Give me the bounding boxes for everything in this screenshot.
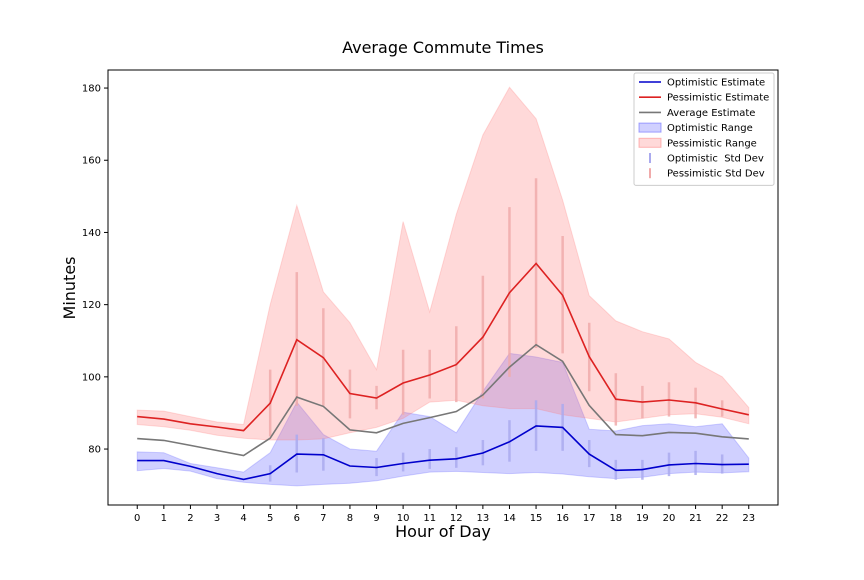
legend-label: Pessimistic Range: [667, 138, 757, 149]
legend-box: [633, 72, 775, 186]
x-axis-label: Hour of Day: [395, 522, 491, 541]
series-line-1: [137, 262, 749, 432]
legend-swatch: [638, 137, 662, 148]
x-tick-label: 14: [503, 513, 516, 524]
x-tick-label: 2: [187, 513, 193, 524]
x-tick-label: 4: [240, 513, 246, 524]
x-tick-label: 1: [161, 513, 167, 524]
legend-label: Optimistic Estimate: [667, 78, 765, 89]
x-tick-label: 7: [320, 513, 326, 524]
band-0: [136, 352, 750, 487]
x-tick-label: 6: [294, 513, 300, 524]
x-tick-label: 13: [477, 513, 490, 524]
legend-label: Optimistic Range: [667, 123, 753, 134]
x-tick-label: 3: [214, 513, 220, 524]
x-tick-label: 19: [636, 513, 649, 524]
y-tick-label: 120: [82, 300, 101, 311]
x-tick-label: 8: [347, 513, 353, 524]
estimate-lines: [137, 262, 749, 481]
y-tick-label: 80: [88, 445, 101, 456]
x-tick-label: 15: [530, 513, 543, 524]
std-dev-bars: [268, 178, 724, 482]
x-tick-label: 21: [689, 513, 702, 524]
series-line-0: [137, 425, 749, 481]
x-tick-label: 22: [716, 513, 729, 524]
y-axis-ticks: 80 100 120 140 160 180: [82, 84, 108, 456]
x-tick-label: 10: [397, 513, 410, 524]
x-tick-label: 17: [583, 513, 596, 524]
x-tick-label: 0: [134, 513, 140, 524]
plot-frame: [107, 69, 779, 506]
y-tick-label: 180: [82, 84, 101, 95]
x-tick-label: 23: [742, 513, 755, 524]
y-tick-label: 160: [82, 156, 101, 167]
x-tick-label: 11: [423, 513, 436, 524]
x-tick-label: 9: [373, 513, 379, 524]
legend-swatch: [638, 122, 662, 133]
y-axis-label: Minutes: [60, 257, 79, 320]
x-tick-label: 16: [556, 513, 569, 524]
legend-label: Pessimistic Std Dev: [667, 169, 765, 180]
legend: Optimistic Estimate Pessimistic Estimate A…: [633, 72, 775, 186]
series-line-2: [137, 343, 749, 457]
x-tick-label: 18: [609, 513, 622, 524]
legend-label: Average Estimate: [667, 108, 755, 119]
x-tick-label: 5: [267, 513, 273, 524]
legend-label: Pessimistic Estimate: [667, 93, 769, 104]
chart-title: Average Commute Times: [342, 38, 544, 57]
x-tick-label: 20: [663, 513, 676, 524]
legend-label: Optimistic Std Dev: [667, 154, 764, 165]
y-tick-label: 140: [82, 228, 101, 239]
x-tick-label: 12: [450, 513, 463, 524]
x-axis-ticks: 0 1 2 3 4 5 6 7 8 9 10 11 12 13 14 15 16 17 18 19 20 21 22 23: [134, 505, 755, 524]
y-tick-label: 100: [82, 372, 101, 383]
